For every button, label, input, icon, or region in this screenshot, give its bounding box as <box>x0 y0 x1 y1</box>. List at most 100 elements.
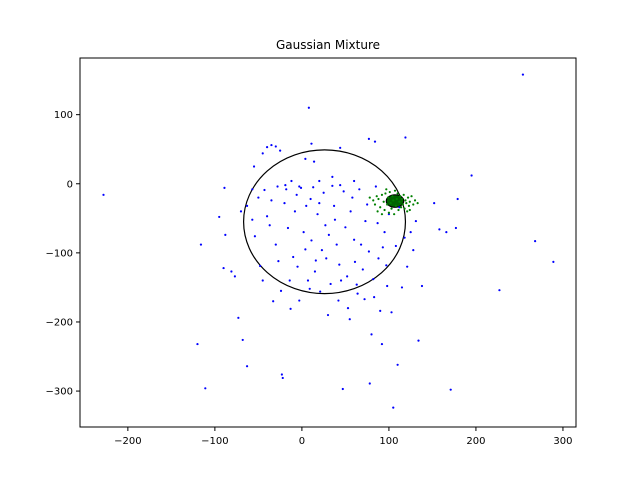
scatter-point-series-2 <box>406 210 409 213</box>
scatter-point-series-1 <box>337 299 340 302</box>
scatter-point-series-1 <box>406 265 409 268</box>
scatter-point-series-1 <box>316 213 319 216</box>
y-tick-label: 0 <box>67 179 73 190</box>
scatter-point-series-1 <box>196 342 199 346</box>
scatter-point-series-2 <box>377 197 380 201</box>
scatter-point-series-1 <box>263 188 266 192</box>
scatter-point-series-1 <box>298 185 301 188</box>
scatter-point-series-1 <box>310 142 313 145</box>
scatter-point-series-2 <box>368 196 371 199</box>
scatter-point-series-1 <box>333 218 337 221</box>
scatter-point-series-1 <box>307 106 310 109</box>
scatter-point-series-1 <box>288 279 291 282</box>
scatter-point-series-1 <box>265 146 269 149</box>
scatter-point-series-1 <box>341 387 344 391</box>
scatter-point-series-1 <box>339 146 342 149</box>
scatter-point-series-1 <box>367 137 370 140</box>
scatter-point-series-2 <box>405 202 408 205</box>
scatter-point-series-1 <box>414 219 417 223</box>
scatter-point-series-1 <box>279 289 283 292</box>
scatter-point-series-1 <box>373 295 376 299</box>
scatter-point-series-1 <box>335 243 338 246</box>
scatter-point-series-1 <box>253 235 257 238</box>
scatter-point-series-2 <box>402 193 405 196</box>
scatter-point-series-2 <box>383 208 386 212</box>
scatter-point-series-1 <box>368 382 371 385</box>
scatter-point-series-1 <box>367 250 370 253</box>
scatter-point-series-1 <box>277 260 280 263</box>
scatter-point-series-1 <box>417 339 420 342</box>
scatter-point-series-2 <box>380 193 384 196</box>
scatter-point-series-1 <box>313 270 317 273</box>
scatter-point-series-2 <box>372 199 375 202</box>
scatter-point-series-1 <box>285 188 288 191</box>
scatter-point-series-1 <box>274 243 277 246</box>
scatter-point-series-2 <box>401 203 404 206</box>
scatter-point-series-1 <box>353 238 356 241</box>
scatter-point-series-2 <box>393 213 396 216</box>
scatter-point-series-1 <box>348 318 351 321</box>
scatter-point-series-2 <box>413 199 417 202</box>
scatter-point-series-1 <box>353 179 356 183</box>
scatter-point-series-1 <box>296 265 299 268</box>
scatter-point-series-1 <box>361 268 364 271</box>
scatter-point-series-1 <box>338 263 341 266</box>
scatter-point-series-1 <box>281 376 284 380</box>
scatter-point-series-1 <box>325 257 328 260</box>
scatter-point-series-1 <box>329 282 332 286</box>
scatter-point-series-2 <box>384 192 387 195</box>
scatter-point-series-2 <box>394 204 397 207</box>
scatter-point-series-1 <box>295 193 298 196</box>
scatter-point-series-1 <box>454 226 458 230</box>
scatter-point-series-1 <box>222 266 225 270</box>
scatter-point-series-1 <box>386 284 389 288</box>
scatter-point-series-1 <box>230 270 233 273</box>
scatter-point-series-1 <box>308 287 311 290</box>
x-tick-label: 200 <box>466 436 485 447</box>
scatter-point-series-1 <box>353 260 357 263</box>
scatter-point-series-1 <box>280 373 283 376</box>
scatter-point-series-2 <box>380 213 384 216</box>
scatter-point-series-1 <box>373 140 377 143</box>
scatter-point-series-2 <box>386 203 389 206</box>
scatter-point-series-1 <box>259 264 262 268</box>
scatter-point-series-2 <box>408 200 411 203</box>
scatter-point-series-1 <box>366 203 369 206</box>
scatter-point-series-1 <box>283 202 286 205</box>
y-tick-label: −300 <box>46 387 73 398</box>
scatter-point-series-1 <box>394 244 397 248</box>
scatter-point-series-1 <box>339 184 342 187</box>
scatter-point-series-1 <box>319 290 322 293</box>
scatter-point-series-1 <box>342 190 345 193</box>
scatter-point-series-1 <box>309 197 312 201</box>
scatter-point-series-1 <box>102 193 105 196</box>
x-tick-label: 300 <box>553 436 572 447</box>
scatter-point-series-1 <box>349 210 352 213</box>
scatter-point-series-2 <box>398 200 401 203</box>
scatter-point-series-1 <box>284 184 287 187</box>
scatter-point-series-1 <box>498 289 501 292</box>
scatter-point-series-1 <box>224 233 227 236</box>
scatter-point-series-2 <box>408 208 411 212</box>
scatter-point-series-2 <box>376 210 379 213</box>
scatter-point-series-1 <box>392 406 395 409</box>
scatter-point-series-1 <box>346 307 350 310</box>
scatter-point-series-1 <box>339 279 343 282</box>
scatter-point-series-1 <box>385 264 388 267</box>
scatter-point-series-1 <box>298 299 301 302</box>
scatter-point-series-1 <box>379 309 382 313</box>
scatter-point-series-1 <box>276 185 279 188</box>
scatter-point-series-1 <box>445 231 448 234</box>
scatter-point-series-1 <box>252 165 256 168</box>
y-tick-label: −100 <box>46 248 73 259</box>
chart-title: Gaussian Mixture <box>276 38 380 52</box>
x-tick-label: 100 <box>379 436 398 447</box>
scatter-point-series-1 <box>396 363 399 366</box>
scatter-point-series-1 <box>403 236 406 239</box>
scatter-point-series-1 <box>377 257 380 260</box>
scatter-point-series-1 <box>268 224 271 227</box>
scatter-point-series-1 <box>534 240 537 243</box>
scatter-point-series-1 <box>289 307 292 310</box>
